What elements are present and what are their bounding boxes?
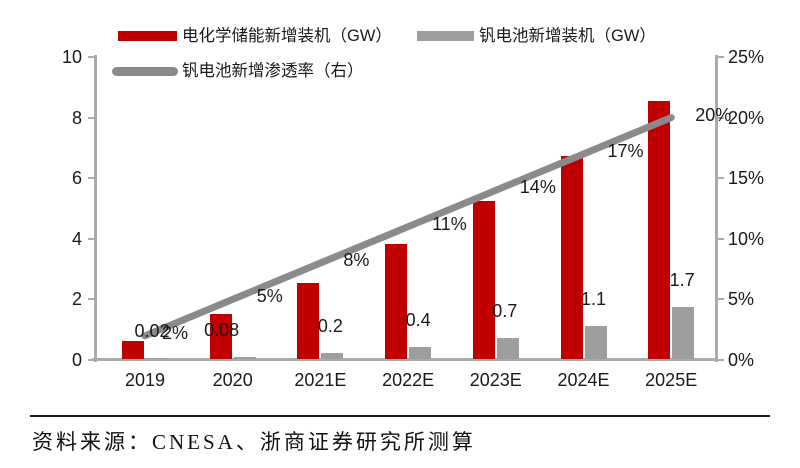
y-axis-right-tick — [717, 237, 724, 240]
legend-label-penetration-rate: 钒电池新增渗透率（右） — [182, 62, 364, 80]
legend-item-vanadium-battery: 钒电池新增装机（GW） — [417, 27, 656, 45]
data-label-vanadium-2024E: 1.1 — [580, 288, 607, 309]
y-axis-right-tick-label: 20% — [728, 107, 765, 128]
bar-vanadium-2021E — [321, 352, 344, 359]
y-axis-left-tick-label: 2 — [71, 289, 82, 310]
bar-storage-2025E — [648, 101, 671, 359]
data-label-penetration-2025E: 20% — [695, 104, 732, 125]
y-axis-left-tick-label: 8 — [71, 107, 82, 128]
x-axis-category-label: 2020 — [212, 370, 253, 390]
bar-storage-2021E — [297, 283, 320, 359]
y-axis-right-tick — [717, 116, 724, 119]
x-axis-category-label: 2022E — [382, 370, 435, 390]
data-label-vanadium-2020: 0.08 — [204, 319, 240, 340]
bar-vanadium-2023E — [496, 337, 519, 359]
y-axis-right-tick-label: 10% — [728, 228, 765, 249]
y-axis-right — [715, 55, 718, 362]
legend-label-vanadium-battery: 钒电池新增装机（GW） — [479, 27, 656, 45]
legend-label-electrochemical-storage: 电化学储能新增装机（GW） — [182, 27, 392, 45]
y-axis-left-tick — [88, 359, 95, 361]
penetration-line — [141, 114, 675, 340]
divider-line — [30, 415, 770, 417]
y-axis-left-tick — [88, 298, 95, 301]
y-axis-right-tick-label: 0% — [728, 350, 755, 370]
y-axis-right-tick-label: 15% — [728, 168, 765, 189]
y-axis-right-tick — [717, 359, 724, 361]
legend-item-penetration-rate: 钒电池新增渗透率（右） — [112, 62, 364, 80]
legend-item-electrochemical-storage: 电化学储能新增装机（GW） — [118, 27, 392, 45]
bar-storage-2022E — [385, 243, 408, 359]
data-label-vanadium-2022E: 0.4 — [405, 309, 431, 330]
x-axis-category-label: 2021E — [294, 370, 347, 390]
legend-swatch-gray-bar — [417, 31, 474, 41]
y-axis-left-tick — [88, 237, 95, 240]
bar-storage-2020 — [209, 313, 232, 359]
data-label-penetration-2022E: 11% — [432, 213, 467, 234]
x-axis-category-label: 2019 — [124, 370, 166, 390]
x-axis-category-label: 2024E — [557, 370, 610, 390]
x-axis-category-label: 2025E — [645, 370, 698, 390]
y-axis-left-tick-label: 0 — [71, 350, 82, 370]
data-label-penetration-2021E: 8% — [343, 250, 370, 271]
y-axis-right-tick — [717, 177, 724, 180]
bar-vanadium-2020 — [233, 356, 256, 359]
y-axis-left-tick — [88, 177, 95, 180]
y-axis-left-tick — [88, 116, 95, 119]
data-label-vanadium-2023E: 0.7 — [492, 300, 518, 321]
bar-storage-2023E — [472, 201, 495, 359]
data-label-vanadium-2021E: 0.2 — [317, 315, 343, 336]
bar-vanadium-2019 — [146, 358, 168, 359]
y-axis-left-tick-label: 10 — [61, 47, 82, 67]
legend-swatch-gray-line — [112, 66, 178, 76]
y-axis-right-tick-label: 25% — [728, 47, 765, 67]
bar-storage-2019 — [122, 340, 144, 359]
y-axis-left-tick-label: 6 — [71, 168, 82, 189]
y-axis-right-tick — [717, 298, 724, 301]
bar-vanadium-2025E — [672, 307, 695, 359]
bar-vanadium-2022E — [409, 346, 432, 359]
y-axis-left-tick-label: 4 — [71, 228, 82, 249]
data-label-penetration-2019: 2% — [162, 322, 189, 343]
data-label-penetration-2020: 5% — [256, 286, 283, 307]
legend-swatch-red-bar — [118, 31, 177, 41]
data-label-vanadium-2019: 0.02 — [134, 321, 170, 342]
x-axis — [92, 357, 718, 361]
data-label-penetration-2024E: 17% — [607, 140, 644, 161]
y-axis-left — [94, 55, 97, 362]
y-axis-left-tick — [88, 56, 95, 58]
y-axis-right-tick — [717, 56, 724, 58]
data-label-vanadium-2025E: 1.7 — [669, 270, 695, 291]
x-axis-category-label: 2023E — [469, 370, 522, 390]
bar-storage-2024E — [560, 155, 583, 359]
data-label-penetration-2023E: 14% — [519, 177, 556, 198]
y-axis-right-tick-label: 5% — [728, 289, 755, 310]
source-note: 资料来源：CNESA、浙商证券研究所测算 — [32, 430, 476, 454]
bar-vanadium-2024E — [584, 325, 607, 359]
